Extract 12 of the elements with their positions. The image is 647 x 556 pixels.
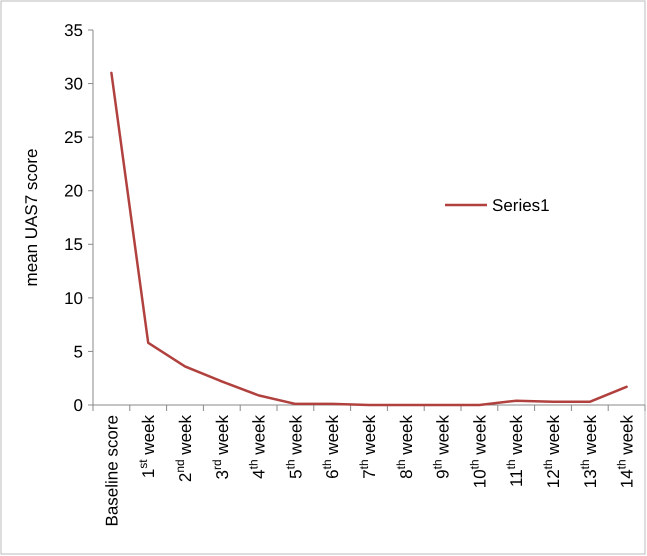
y-tick-label: 0 [74, 396, 83, 415]
y-tick-label: 25 [64, 128, 83, 148]
y-tick-label: 20 [64, 182, 83, 201]
x-tick-label: Baseline score [102, 415, 122, 527]
y-tick-label: 10 [64, 288, 83, 308]
y-tick-label: 30 [64, 74, 83, 94]
y-axis-title: mean UAS7 score [22, 148, 41, 286]
y-tick-label: 35 [64, 20, 83, 40]
line-series [110, 72, 628, 406]
legend-label: Series1 [492, 196, 550, 215]
y-tick-label: 15 [64, 235, 83, 254]
y-tick-label: 5 [74, 342, 83, 362]
